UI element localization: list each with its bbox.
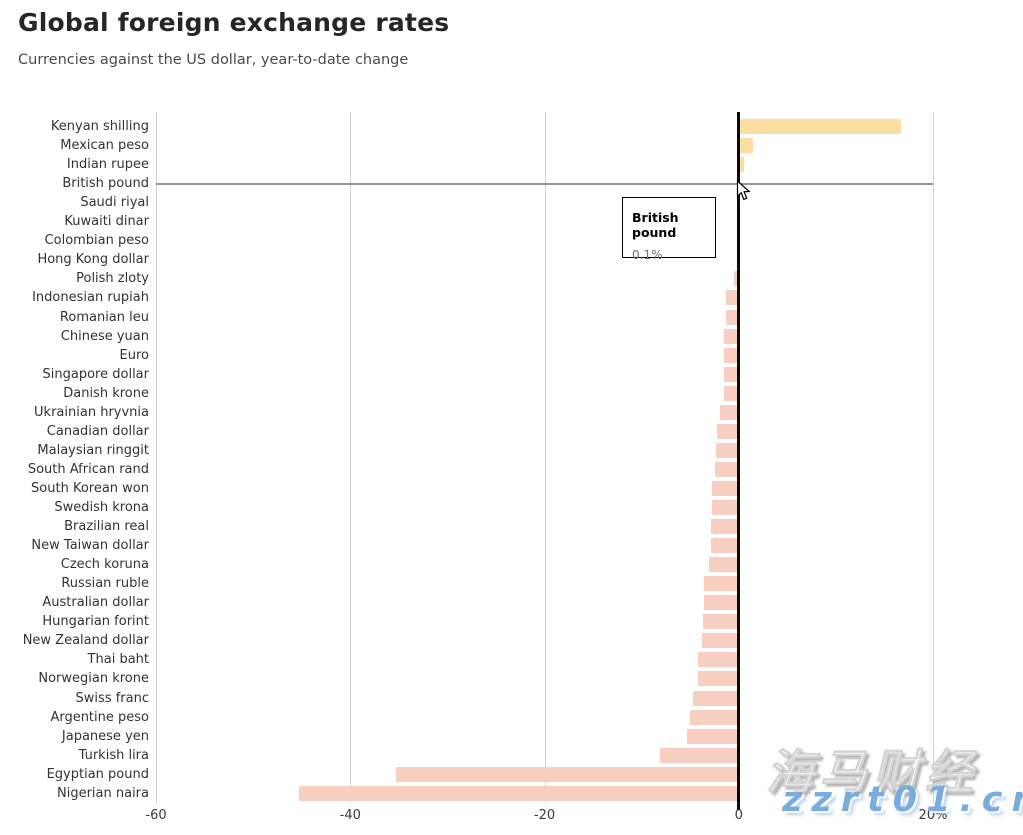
bar-nigerian-naira[interactable]	[298, 785, 739, 801]
hover-crosshair-line	[156, 182, 933, 185]
category-label-south-african-rand: South African rand	[27, 461, 149, 477]
x-axis-tick-label: -60	[145, 808, 167, 823]
gridline-20	[933, 112, 934, 803]
category-label-new-zealand-dollar: New Zealand dollar	[22, 633, 149, 649]
category-label-british-pound: British pound	[62, 176, 149, 192]
bar-japanese-yen[interactable]	[687, 728, 739, 744]
bar-new-taiwan-dollar[interactable]	[710, 538, 739, 554]
bar-egyptian-pound[interactable]	[395, 766, 739, 782]
category-label-polish-zloty: Polish zloty	[76, 271, 149, 287]
x-axis-tick-label: 0	[734, 808, 743, 823]
bar-kenyan-shilling[interactable]	[738, 119, 901, 135]
category-label-russian-ruble: Russian ruble	[61, 576, 149, 592]
category-label-hong-kong-dollar: Hong Kong dollar	[37, 252, 149, 268]
category-label-singapore-dollar: Singapore dollar	[42, 366, 149, 382]
category-label-swiss-franc: Swiss franc	[75, 690, 149, 706]
bar-hungarian-forint[interactable]	[702, 614, 739, 630]
category-label-indonesian-rupiah: Indonesian rupiah	[32, 290, 149, 306]
category-label-ukrainian-hryvnia: Ukrainian hryvnia	[34, 404, 149, 420]
category-label-turkish-lira: Turkish lira	[78, 747, 149, 763]
x-axis-tick-label: -20	[533, 808, 556, 823]
bar-danish-krone[interactable]	[724, 385, 739, 401]
x-axis-tick-label: -40	[339, 808, 361, 823]
category-label-canadian-dollar: Canadian dollar	[46, 423, 149, 439]
category-label-nigerian-naira: Nigerian naira	[56, 785, 149, 801]
bar-argentine-peso[interactable]	[690, 709, 739, 725]
category-label-mexican-peso: Mexican peso	[60, 138, 149, 154]
bar-indonesian-rupiah[interactable]	[726, 290, 739, 306]
category-label-kuwaiti-dinar: Kuwaiti dinar	[64, 214, 149, 230]
bar-czech-koruna[interactable]	[708, 557, 739, 573]
category-label-danish-krone: Danish krone	[63, 385, 149, 401]
watermark-brand-text: 海马财经	[765, 745, 979, 802]
bar-australian-dollar[interactable]	[703, 595, 739, 611]
category-label-brazilian-real: Brazilian real	[64, 519, 149, 535]
category-label-egyptian-pound: Egyptian pound	[46, 766, 149, 782]
bar-south-korean-won[interactable]	[711, 480, 739, 496]
zero-axis-line	[737, 112, 741, 810]
gridline--60	[156, 112, 157, 803]
chart-subtitle: Currencies against the US dollar, year-t…	[18, 52, 409, 68]
bar-indian-rupee[interactable]	[738, 157, 744, 173]
bar-malaysian-ringgit[interactable]	[716, 442, 739, 458]
bar-mexican-peso[interactable]	[738, 138, 754, 154]
bar-canadian-dollar[interactable]	[717, 423, 739, 439]
bar-brazilian-real[interactable]	[710, 519, 739, 535]
bar-norwegian-krone[interactable]	[697, 671, 739, 687]
category-label-saudi-riyal: Saudi riyal	[80, 195, 149, 211]
chart-title: Global foreign exchange rates	[18, 8, 450, 37]
mouse-cursor-icon	[736, 180, 751, 201]
bar-chinese-yuan[interactable]	[724, 328, 739, 344]
bar-turkish-lira[interactable]	[660, 747, 739, 763]
category-label-argentine-peso: Argentine peso	[50, 709, 149, 725]
x-axis-tick-label: 20%	[918, 808, 948, 823]
category-label-swedish-krona: Swedish krona	[54, 500, 149, 516]
bar-south-african-rand[interactable]	[715, 461, 739, 477]
bar-russian-ruble[interactable]	[703, 576, 739, 592]
bar-new-zealand-dollar[interactable]	[701, 633, 739, 649]
category-label-colombian-peso: Colombian peso	[44, 233, 149, 249]
category-label-kenyan-shilling: Kenyan shilling	[50, 119, 149, 135]
category-label-romanian-leu: Romanian leu	[59, 309, 149, 325]
category-label-thai-baht: Thai baht	[87, 652, 149, 668]
gridline--40	[350, 112, 352, 803]
tooltip-value: 0.1%	[632, 248, 663, 262]
bar-romanian-leu[interactable]	[726, 309, 739, 325]
category-label-norwegian-krone: Norwegian krone	[38, 671, 149, 687]
bar-swedish-krona[interactable]	[711, 500, 739, 516]
bar-singapore-dollar[interactable]	[724, 366, 739, 382]
category-label-euro: Euro	[119, 347, 149, 363]
category-label-south-korean-won: South Korean won	[31, 480, 149, 496]
category-label-malaysian-ringgit: Malaysian ringgit	[37, 442, 149, 458]
gridline--20	[544, 112, 546, 803]
tooltip-currency-name: British pound	[632, 210, 679, 240]
bar-ukrainian-hryvnia[interactable]	[720, 404, 739, 420]
bar-euro[interactable]	[724, 347, 739, 363]
tooltip: British pound 0.1%	[622, 197, 716, 262]
bar-swiss-franc[interactable]	[693, 690, 739, 706]
category-label-australian-dollar: Australian dollar	[42, 595, 149, 611]
category-label-new-taiwan-dollar: New Taiwan dollar	[31, 538, 149, 554]
category-label-indian-rupee: Indian rupee	[66, 157, 149, 173]
category-label-chinese-yuan: Chinese yuan	[60, 328, 149, 344]
category-label-czech-koruna: Czech koruna	[60, 557, 149, 573]
category-label-japanese-yen: Japanese yen	[61, 728, 149, 744]
watermark-url-text: zzrt01.cn	[782, 780, 1023, 820]
category-label-hungarian-forint: Hungarian forint	[42, 614, 149, 630]
bar-polish-zloty[interactable]	[733, 271, 739, 287]
bar-thai-baht[interactable]	[697, 652, 739, 668]
